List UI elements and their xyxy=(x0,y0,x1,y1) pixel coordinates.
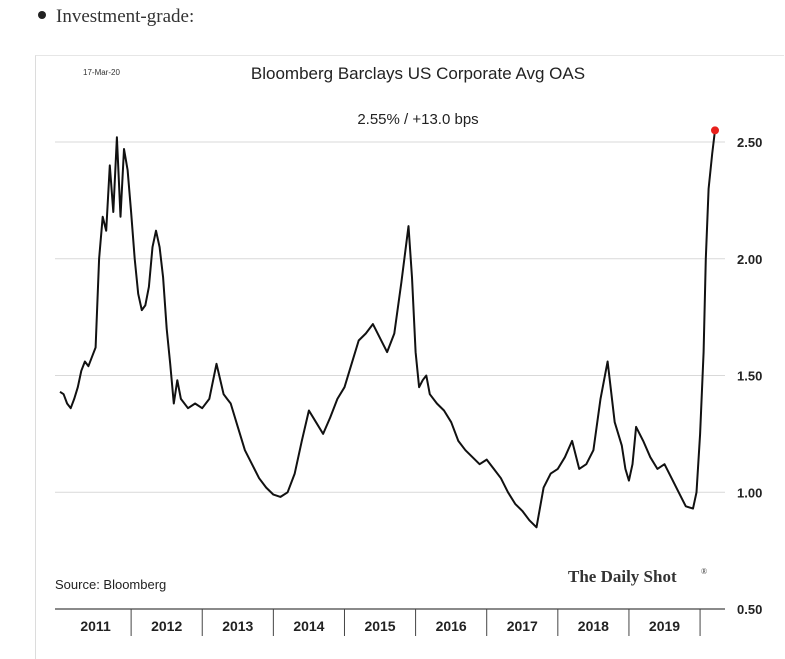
intro-label: Investment-grade: xyxy=(56,6,195,27)
x-tick-label: 2019 xyxy=(649,618,680,634)
x-tick-label: 2011 xyxy=(80,618,111,634)
chart-date: 17-Mar-20 xyxy=(83,68,120,77)
y-tick-label: 1.50 xyxy=(737,369,762,384)
chart-source: Source: Bloomberg xyxy=(55,577,166,592)
chart-title: Bloomberg Barclays US Corporate Avg OAS xyxy=(251,64,585,83)
bullet-icon xyxy=(38,10,46,19)
x-tick-label: 2018 xyxy=(578,618,609,634)
y-tick-label: 0.50 xyxy=(737,602,762,617)
chart-frame xyxy=(35,55,784,659)
y-tick-label: 1.00 xyxy=(737,485,762,500)
y-axis-ticks: 0.50 1.00 1.50 2.00 2.50 xyxy=(737,135,762,617)
brand-logo: The Daily Shot xyxy=(568,567,677,586)
grid-lines xyxy=(55,141,725,493)
chart-subtitle: 2.55% / +13.0 bps xyxy=(357,111,478,128)
intro-line: Investment-grade: xyxy=(38,6,194,28)
x-axis-ticks: 2011 2012 2013 2014 2015 2016 2017 2018 2019 xyxy=(80,609,701,636)
x-tick-label: 2014 xyxy=(293,618,324,634)
y-tick-label: 2.00 xyxy=(737,252,762,267)
x-tick-label: 2017 xyxy=(507,618,538,634)
x-tick-label: 2013 xyxy=(222,618,253,634)
x-tick-label: 2015 xyxy=(364,618,395,634)
last-point-marker xyxy=(711,126,719,135)
brand-registered-mark: ® xyxy=(701,567,707,576)
x-tick-label: 2016 xyxy=(436,618,467,634)
series-line-oas xyxy=(59,130,716,529)
y-tick-label: 2.50 xyxy=(737,135,762,150)
x-tick-label: 2012 xyxy=(151,618,182,634)
